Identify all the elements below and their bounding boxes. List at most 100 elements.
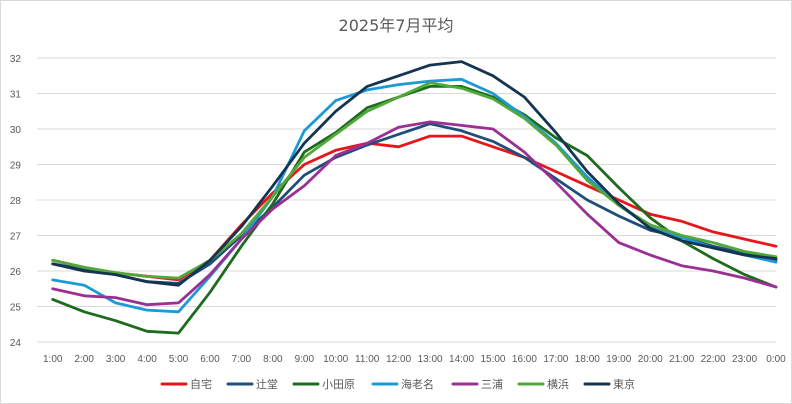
x-tick-label: 14:00 <box>449 354 474 365</box>
data-point <box>523 156 526 159</box>
data-point <box>617 241 620 244</box>
data-point <box>711 230 715 234</box>
x-tick-label: 20:00 <box>638 354 663 365</box>
data-point <box>586 198 589 202</box>
data-point <box>428 120 432 124</box>
data-point <box>365 142 369 145</box>
data-point <box>460 78 463 81</box>
data-point <box>617 202 620 205</box>
data-point <box>711 246 715 250</box>
data-point <box>303 156 306 159</box>
x-tick-label: 5:00 <box>169 354 189 365</box>
x-tick-label: 9:00 <box>295 354 315 365</box>
data-point <box>554 143 558 147</box>
data-point <box>82 269 86 273</box>
data-point <box>145 308 149 312</box>
legend-label: 横浜 <box>547 377 569 391</box>
x-tick-label: 15:00 <box>480 354 505 365</box>
data-point <box>523 95 526 99</box>
legend-label: 東京 <box>613 377 635 391</box>
x-tick-label: 10:00 <box>323 354 348 365</box>
data-point <box>460 134 463 138</box>
data-point <box>649 223 652 227</box>
data-point <box>743 276 746 280</box>
data-point <box>428 134 432 138</box>
data-point <box>82 284 86 287</box>
data-point <box>711 241 715 244</box>
series-line <box>51 81 778 280</box>
legend-label: 海老名 <box>401 377 434 391</box>
data-point <box>586 184 589 187</box>
data-point <box>365 88 369 92</box>
data-point <box>365 110 369 113</box>
data-point <box>680 234 683 237</box>
y-tick-label: 31 <box>10 90 22 101</box>
data-point <box>774 260 778 264</box>
legend-item: 辻堂 <box>226 377 278 391</box>
data-point <box>397 74 400 77</box>
x-tick-label: 2:00 <box>74 354 94 365</box>
data-point <box>271 207 275 211</box>
data-point <box>240 237 243 241</box>
legend-item: 小田原 <box>292 378 355 391</box>
legend-item: 東京 <box>583 377 635 391</box>
data-point <box>491 97 495 101</box>
x-tick-label: 19:00 <box>606 354 631 365</box>
data-point <box>428 63 432 67</box>
data-point <box>208 291 212 294</box>
y-tick-label: 32 <box>10 54 22 65</box>
data-point <box>460 60 463 63</box>
data-point <box>774 257 778 260</box>
legend: 自宅 辻堂 小田原 海老名 三浦 横浜 東京 <box>160 377 635 391</box>
series-line <box>51 85 778 335</box>
data-point <box>460 86 463 90</box>
y-tick-label: 27 <box>10 232 22 243</box>
x-tick-label: 13:00 <box>418 354 443 365</box>
data-point <box>491 145 495 148</box>
data-point <box>114 296 117 299</box>
data-point <box>711 257 715 260</box>
x-tick-label: 21:00 <box>669 354 694 365</box>
data-point <box>365 106 369 109</box>
y-tick-label: 29 <box>10 161 22 172</box>
data-point <box>617 186 620 189</box>
data-point <box>82 266 86 269</box>
series-line <box>51 134 778 282</box>
data-point <box>428 85 432 88</box>
data-point <box>303 184 306 187</box>
data-point <box>397 145 400 148</box>
data-point <box>491 140 495 143</box>
data-point <box>51 298 54 301</box>
data-point <box>397 126 400 129</box>
x-tick-label: 7:00 <box>232 354 252 365</box>
data-point <box>743 273 746 276</box>
data-point <box>271 195 275 198</box>
data-point <box>586 170 589 173</box>
data-point <box>460 124 463 127</box>
data-point <box>554 181 558 184</box>
series-1 <box>51 134 778 282</box>
data-point <box>82 310 86 314</box>
x-axis-tick-labels: 1:00 2:00 3:00 4:00 5:00 6:00 7:00 8:00 9:00 10:0… <box>43 354 786 365</box>
data-point <box>586 213 589 216</box>
data-point <box>334 110 337 113</box>
data-point <box>743 237 746 241</box>
data-point <box>334 149 337 152</box>
data-point <box>303 129 306 132</box>
legend-item: 横浜 <box>517 377 569 391</box>
data-point <box>114 319 117 322</box>
data-point <box>460 129 463 132</box>
y-tick-label: 28 <box>10 196 22 207</box>
data-point <box>397 133 400 136</box>
x-tick-label: 23:00 <box>732 354 757 365</box>
legend-label: 辻堂 <box>256 377 278 391</box>
legend-label: 自宅 <box>190 377 212 391</box>
data-point <box>743 253 746 257</box>
legend-label: 三浦 <box>481 378 503 391</box>
data-point <box>554 170 558 173</box>
legend-label: 小田原 <box>322 378 355 391</box>
data-point <box>177 276 180 280</box>
legend-item: 自宅 <box>160 377 212 391</box>
data-point <box>397 83 400 86</box>
